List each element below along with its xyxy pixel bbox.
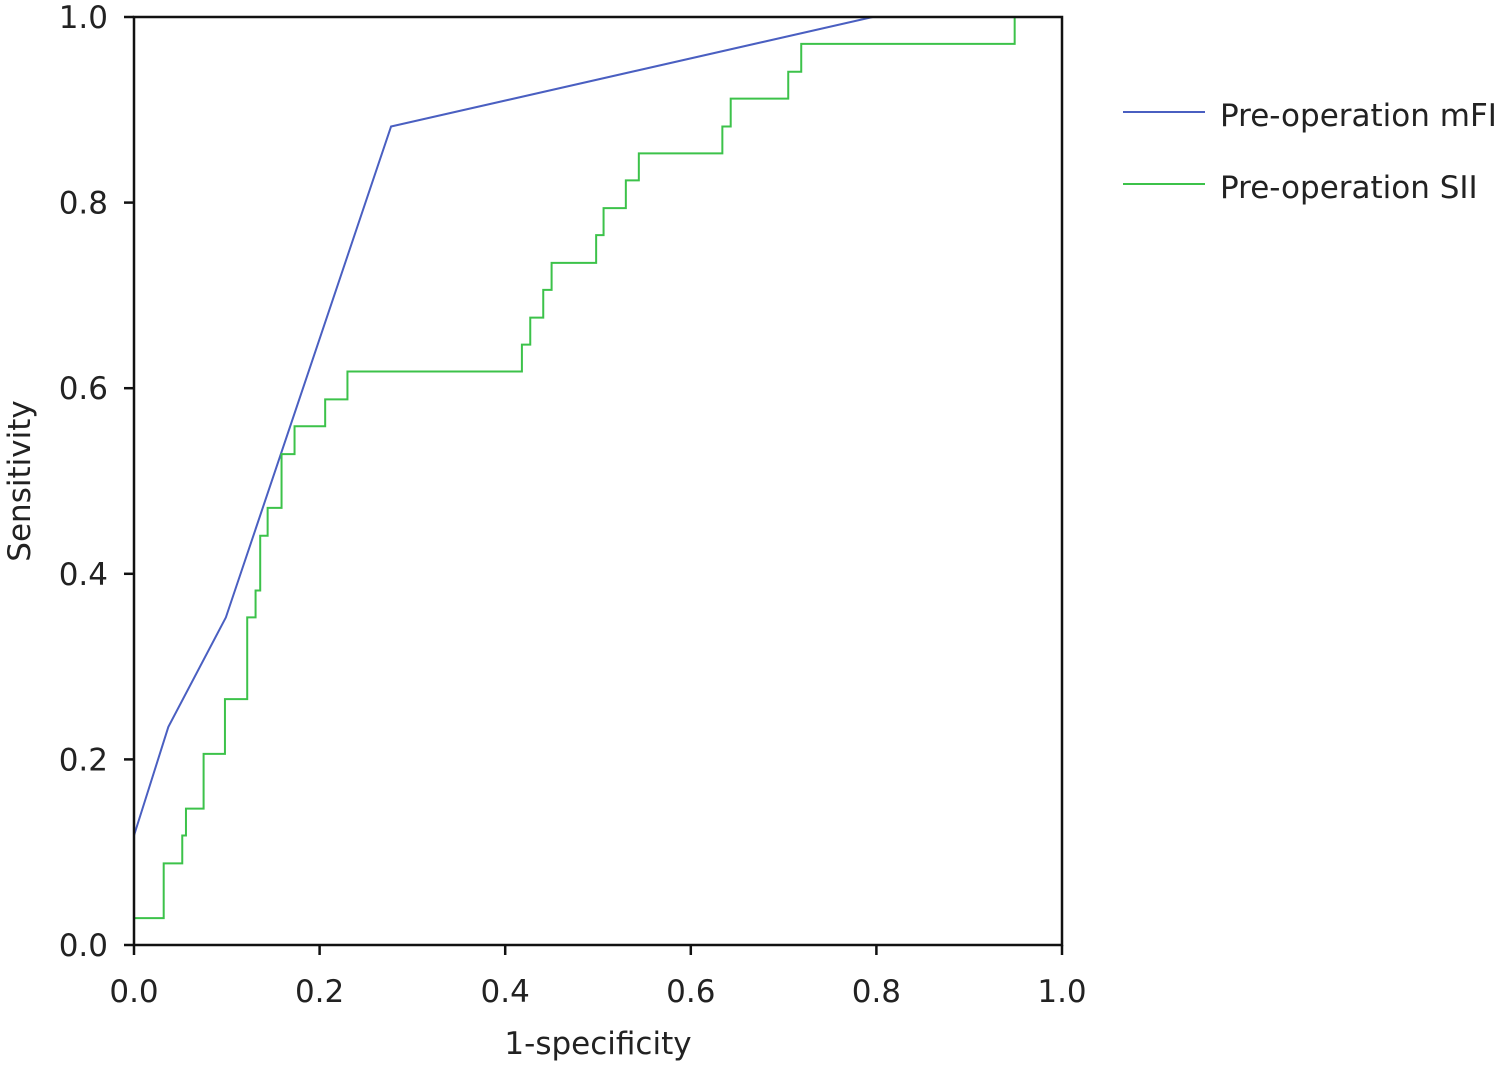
x-tick-label: 0.4 <box>481 974 530 1010</box>
legend: Pre-operation mFI Pre-operation SII <box>1123 98 1497 206</box>
series-line-sii <box>134 16 1062 920</box>
series-line-mfi <box>133 16 1062 836</box>
y-tick-label: 1.0 <box>59 0 108 36</box>
x-tick-label: 0.6 <box>666 974 715 1010</box>
plot-frame <box>132 15 1064 947</box>
y-tick-label: 0.0 <box>59 928 108 964</box>
x-axis-label: 1-specificity <box>504 1026 691 1062</box>
x-tick-label: 0.8 <box>852 974 901 1010</box>
legend-label-mfi: Pre-operation mFI <box>1220 98 1497 134</box>
series-layer <box>133 16 1062 920</box>
axes-layer: 0.0 0.2 0.4 0.6 0.8 1.0 0.0 0.2 0.4 0.6 0.8 1.0 <box>59 0 1087 1010</box>
y-axis-label: Sensitivity <box>2 400 38 561</box>
x-tick-label: 0.2 <box>295 974 344 1010</box>
x-tick-label: 0.0 <box>109 974 158 1010</box>
y-tick-label: 0.8 <box>59 186 108 222</box>
x-tick-label: 1.0 <box>1037 974 1086 1010</box>
y-tick-label: 0.4 <box>59 557 108 593</box>
y-tick-label: 0.2 <box>59 742 108 778</box>
y-tick-label: 0.6 <box>59 371 108 407</box>
legend-label-sii: Pre-operation SII <box>1220 170 1478 206</box>
